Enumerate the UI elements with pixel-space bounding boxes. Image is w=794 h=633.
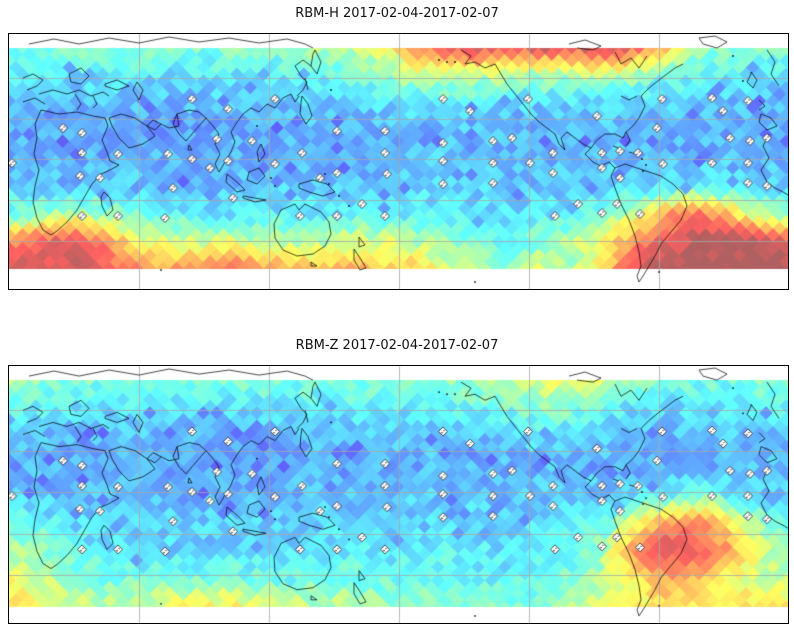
- rbm-h-map-canvas: [9, 34, 788, 289]
- rbm-h-panel: [8, 33, 789, 290]
- rbm-z-panel: [8, 365, 789, 624]
- rbm-z-title: RBM-Z 2017-02-04-2017-02-07: [295, 338, 499, 353]
- rbm-h-title: RBM-H 2017-02-04-2017-02-07: [295, 6, 499, 21]
- rbm-z-map-canvas: [9, 366, 788, 623]
